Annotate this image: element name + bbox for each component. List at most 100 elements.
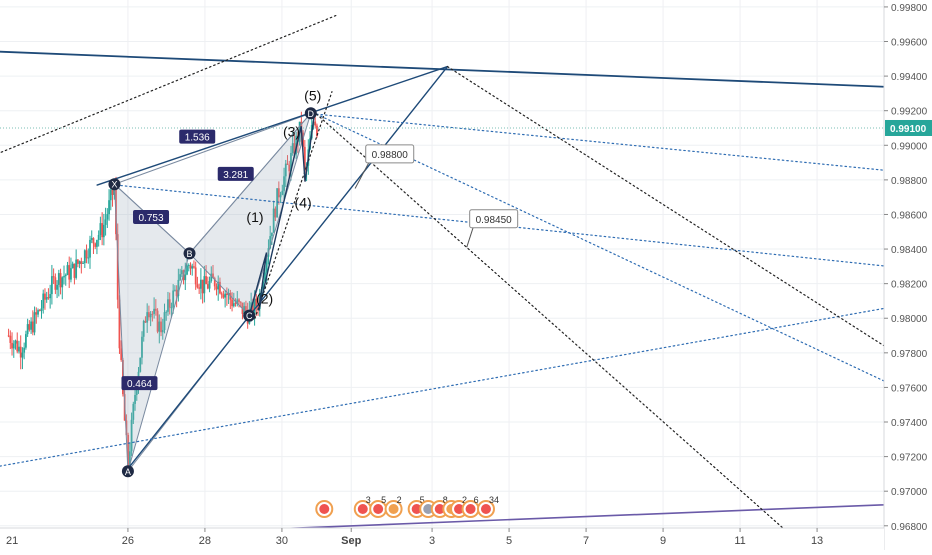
time-axis[interactable]: 21 26 28 30 Sep 3 5 7 9 11 13 <box>0 527 884 550</box>
candle-body <box>199 279 202 289</box>
trend-line-3 <box>127 65 449 470</box>
ratio-badge <box>133 210 170 225</box>
candle-body <box>7 335 10 337</box>
candle-body <box>279 194 282 198</box>
candle-body <box>281 190 284 195</box>
event-icons[interactable]: 3 5 2 5 8 2 6 34 <box>315 495 499 518</box>
event-icon-core <box>465 504 476 514</box>
candle-body <box>276 188 279 218</box>
candle-body <box>203 276 206 294</box>
candle-body <box>130 419 133 452</box>
candle-body <box>26 324 29 335</box>
candle-body <box>16 340 19 352</box>
candle-body <box>68 265 71 280</box>
time-tick-label: 9 <box>660 535 666 547</box>
candle-body <box>78 261 81 264</box>
candle-body <box>291 143 294 153</box>
trend-line-7 <box>315 113 884 171</box>
candle-body <box>180 270 183 275</box>
pattern-point-a <box>121 465 134 478</box>
price-axis[interactable]: 0.99800 0.99600 0.99400 0.99200 0.99000 0.988… <box>883 0 932 550</box>
current-price-tag <box>885 119 932 136</box>
time-tick-label: 13 <box>811 535 823 547</box>
price-callout <box>469 209 519 229</box>
candle-body <box>245 306 247 313</box>
candle-body <box>158 321 161 332</box>
price-callout-label: 0.98450 <box>476 215 513 226</box>
price-tick-label: 0.99000 <box>891 141 928 152</box>
candle-body <box>265 256 268 273</box>
candle-body <box>134 394 136 404</box>
candle-body <box>238 299 240 302</box>
candle-body <box>154 308 157 311</box>
candle-body <box>205 276 207 285</box>
annotation-labels: X A B C D 1.536 0.753 3.281 0.464 0.98800 0.98450 <box>108 107 519 478</box>
candle-body <box>303 146 306 172</box>
price-tick-label: 0.97400 <box>891 418 928 429</box>
candle-body <box>44 293 46 300</box>
candle-body <box>132 403 135 420</box>
wave-label: (5) <box>304 87 321 103</box>
candle-body <box>264 272 266 282</box>
candle-body <box>104 219 107 225</box>
pattern-point-label: A <box>125 467 131 477</box>
candle-body <box>262 281 265 293</box>
pattern-point-label: C <box>246 311 253 321</box>
candle-body <box>194 267 197 285</box>
time-axis-bg <box>0 528 884 550</box>
event-count: 5 <box>381 495 386 505</box>
event-count: 3 <box>366 495 371 505</box>
candle-body <box>224 293 227 298</box>
event-icon-core <box>388 504 399 514</box>
candle-body <box>208 281 211 289</box>
price-tick-label: 0.97000 <box>891 487 928 498</box>
candle-body <box>70 268 72 280</box>
candle-body <box>30 321 32 330</box>
candle-body <box>37 310 39 315</box>
pattern-point-label: D <box>308 109 315 119</box>
pattern-point-x <box>108 178 121 191</box>
candle-body <box>253 298 256 316</box>
candle-body <box>149 313 152 318</box>
candle-body <box>283 176 285 191</box>
candle-body <box>210 273 213 282</box>
pattern-leg <box>189 112 312 254</box>
callout-pointer <box>354 160 371 189</box>
event-icon-core <box>480 504 491 514</box>
candle-body <box>271 232 273 237</box>
price-tick-label: 0.98400 <box>891 245 928 256</box>
callout-pointer <box>466 225 475 248</box>
candle-body <box>179 274 181 280</box>
candle-body <box>31 321 34 333</box>
candle-body <box>141 336 143 358</box>
price-tick-label: 0.98200 <box>891 280 928 291</box>
price-tick-label: 0.99200 <box>891 107 928 118</box>
price-tick-label: 0.99600 <box>891 38 928 49</box>
candle-body <box>168 299 171 308</box>
trend-lines <box>0 14 884 528</box>
event-count: 2 <box>462 495 467 505</box>
candle-body <box>82 263 84 264</box>
candle-body <box>167 299 169 312</box>
wave-path <box>248 112 316 316</box>
candle-body <box>144 321 147 323</box>
candle-body <box>286 163 289 165</box>
time-tick-label: 21 <box>6 535 18 547</box>
candle-body <box>94 243 97 247</box>
candle-body <box>316 125 318 137</box>
candle-body <box>288 164 291 172</box>
candle-body <box>66 265 69 275</box>
candle-body <box>118 299 121 349</box>
price-callout <box>365 144 415 164</box>
candle-body <box>153 308 156 314</box>
candle-body <box>11 342 13 349</box>
price-tick-label: 0.97600 <box>891 383 928 394</box>
event-count: 5 <box>420 495 425 505</box>
candle-body <box>184 274 187 281</box>
time-tick-label: Sep <box>341 535 361 547</box>
ratio-badge <box>121 376 158 391</box>
wave-label: (2) <box>256 291 273 307</box>
elliott-wave: (1) (2) (3) (4) (5) <box>246 87 321 316</box>
